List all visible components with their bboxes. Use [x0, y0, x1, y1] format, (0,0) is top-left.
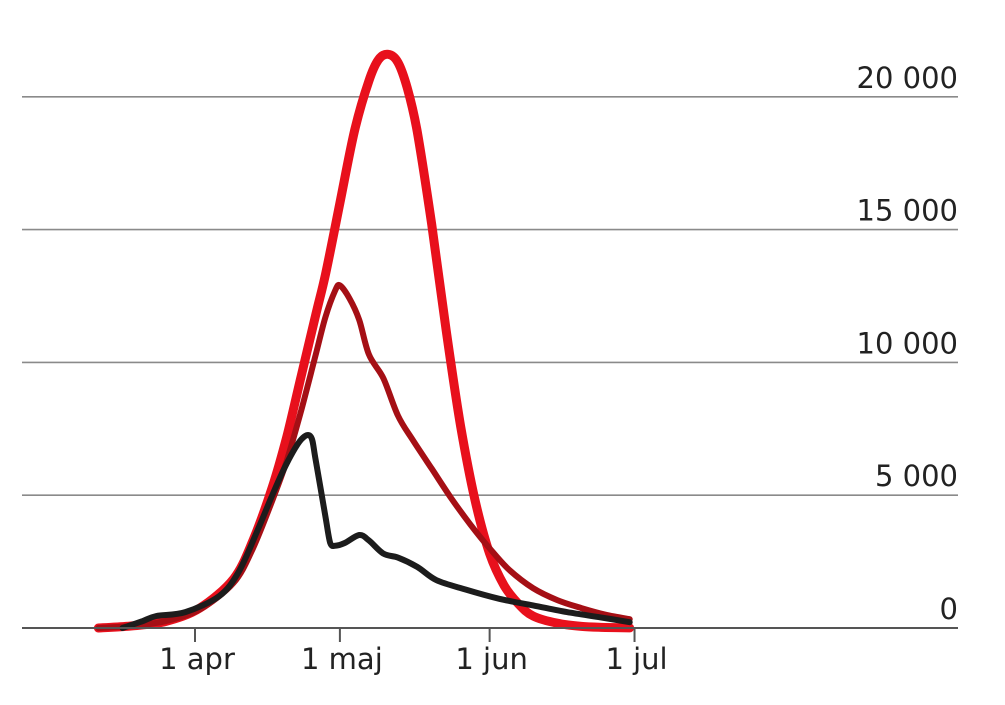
- x-axis: [22, 627, 958, 642]
- series-lines: [93, 49, 635, 633]
- x-tick-label: 1 jul: [605, 642, 667, 676]
- series-line-2: [95, 281, 633, 631]
- x-tick-label: 1 apr: [159, 642, 235, 676]
- y-tick-label: 10 000: [857, 326, 958, 360]
- x-tick-label: 1 jun: [455, 642, 528, 676]
- series-line-3: [119, 432, 633, 631]
- y-tick-label: 15 000: [857, 194, 958, 228]
- y-tick-label: 0: [940, 592, 958, 626]
- grid-lines: [22, 96, 958, 497]
- x-tick-labels: 1 apr 1 maj 1 jun 1 jul: [159, 642, 668, 676]
- y-tick-labels: 0 5 000 10 000 15 000 20 000: [857, 61, 958, 626]
- y-tick-label: 20 000: [857, 61, 958, 95]
- x-tick-label: 1 maj: [301, 642, 383, 676]
- y-tick-label: 5 000: [875, 459, 958, 493]
